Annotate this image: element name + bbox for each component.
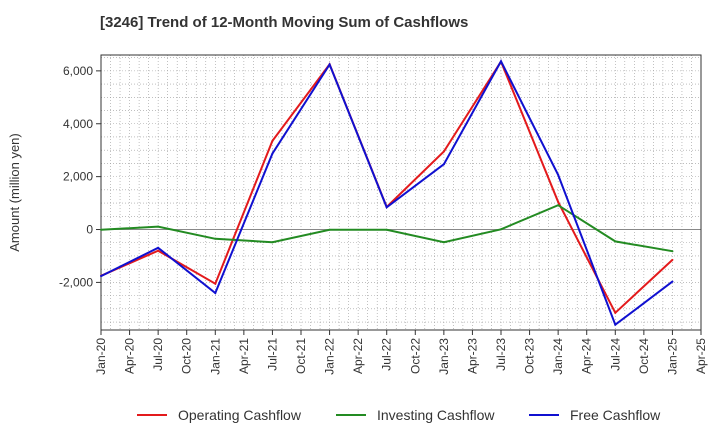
x-tick-label: Jan-23 bbox=[437, 338, 451, 375]
x-tick-label: Apr-21 bbox=[237, 338, 251, 374]
investing-cashflow-point bbox=[328, 228, 331, 231]
free-cashflow-point bbox=[157, 246, 160, 249]
y-axis-title: Amount (million yen) bbox=[7, 133, 22, 252]
free-cashflow-legend-label: Free Cashflow bbox=[570, 407, 661, 423]
free-cashflow-point bbox=[100, 275, 102, 278]
x-tick-label: Jul-22 bbox=[380, 338, 394, 371]
x-tick-label: Jul-24 bbox=[608, 338, 622, 371]
investing-cashflow-point bbox=[442, 241, 445, 244]
free-cashflow-point bbox=[671, 280, 674, 283]
x-tick-label: Jan-21 bbox=[208, 338, 222, 375]
plot-frame bbox=[100, 54, 702, 331]
chart-title: [3246] Trend of 12-Month Moving Sum of C… bbox=[100, 14, 469, 31]
x-tick-label: Apr-20 bbox=[123, 338, 137, 374]
operating-cashflow-point bbox=[214, 282, 217, 285]
x-tick-label: Apr-24 bbox=[580, 338, 594, 374]
free-cashflow-point bbox=[214, 291, 217, 294]
investing-cashflow-point bbox=[557, 204, 560, 207]
investing-cashflow-point bbox=[100, 228, 102, 231]
x-tick-label: Jul-23 bbox=[494, 338, 508, 371]
x-tick-label: Oct-21 bbox=[294, 338, 308, 374]
x-tick-label: Jul-20 bbox=[151, 338, 165, 371]
y-tick-label: 4,000 bbox=[63, 117, 93, 131]
operating-cashflow-point bbox=[614, 311, 617, 314]
operating-cashflow-legend-label: Operating Cashflow bbox=[178, 407, 302, 423]
x-tick-label: Jan-20 bbox=[94, 338, 108, 375]
investing-cashflow-point bbox=[157, 225, 160, 228]
operating-cashflow-point bbox=[557, 200, 560, 203]
y-tick-label: -2,000 bbox=[59, 275, 93, 289]
x-tick-label: Oct-23 bbox=[523, 338, 537, 374]
operating-cashflow-point bbox=[442, 150, 445, 153]
investing-cashflow-point bbox=[614, 240, 617, 243]
y-tick-label: 2,000 bbox=[63, 170, 93, 184]
x-tick-label: Jan-25 bbox=[665, 338, 679, 375]
free-cashflow-point bbox=[271, 152, 274, 155]
x-tick-label: Jan-22 bbox=[323, 338, 337, 375]
investing-cashflow-point bbox=[671, 250, 674, 253]
investing-cashflow-legend-label: Investing Cashflow bbox=[377, 407, 495, 423]
free-cashflow-point bbox=[442, 163, 445, 166]
free-cashflow-point bbox=[557, 173, 560, 176]
y-tick-label: 6,000 bbox=[63, 64, 93, 78]
x-tick-label: Oct-22 bbox=[408, 338, 422, 374]
x-tick-label: Apr-25 bbox=[694, 338, 708, 374]
free-cashflow-point bbox=[328, 63, 331, 66]
operating-cashflow-point bbox=[157, 249, 160, 252]
investing-cashflow-point bbox=[214, 237, 217, 240]
x-tick-label: Oct-24 bbox=[637, 338, 651, 374]
y-tick-label: 0 bbox=[86, 223, 93, 237]
free-cashflow-point bbox=[385, 206, 388, 209]
investing-cashflow-point bbox=[271, 241, 274, 244]
free-cashflow-point bbox=[500, 60, 502, 63]
x-tick-label: Jan-24 bbox=[551, 338, 565, 375]
x-tick-label: Oct-20 bbox=[180, 338, 194, 374]
x-tick-label: Jul-21 bbox=[265, 338, 279, 371]
operating-cashflow-point bbox=[671, 258, 674, 261]
operating-cashflow-point bbox=[271, 139, 274, 142]
investing-cashflow-point bbox=[385, 228, 388, 231]
free-cashflow-point bbox=[614, 323, 617, 326]
x-tick-label: Apr-23 bbox=[465, 338, 479, 374]
x-tick-label: Apr-22 bbox=[351, 338, 365, 374]
investing-cashflow-point bbox=[500, 228, 502, 231]
